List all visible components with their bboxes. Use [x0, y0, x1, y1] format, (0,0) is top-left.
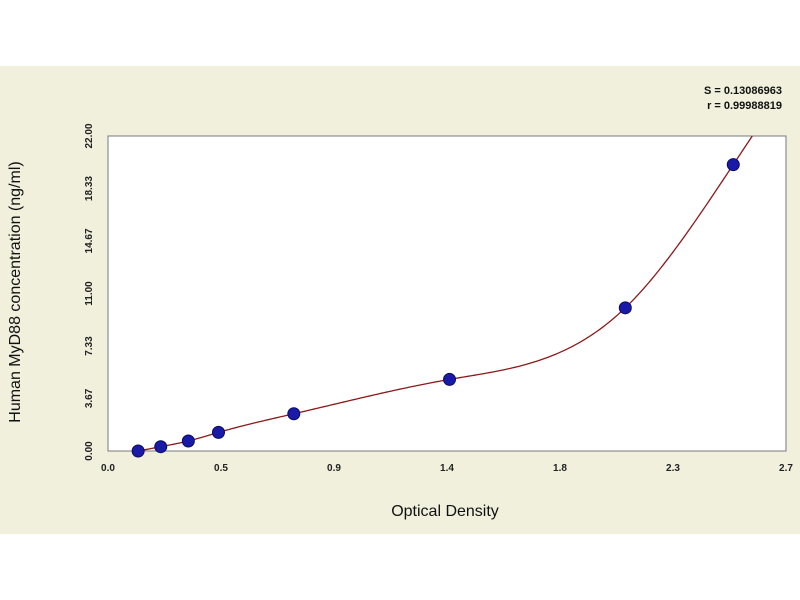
y-axis-title: Human MyD88 concentration (ng/ml): [7, 161, 24, 422]
data-point: [131, 444, 145, 458]
curve-layer: [138, 135, 753, 452]
y-tick-label: 3.67: [84, 388, 95, 408]
x-axis-title: Optical Density: [391, 503, 499, 520]
data-point: [443, 372, 457, 386]
y-tick-label: 11.00: [84, 281, 95, 306]
y-tick-label: 0.00: [84, 441, 95, 461]
y-tick-label: 22.00: [84, 123, 95, 148]
plot-area: [108, 136, 786, 451]
x-tick-label: 2.3: [666, 463, 680, 474]
plot-frame-layer: [107, 135, 787, 452]
x-tick-label: 1.8: [553, 463, 567, 474]
data-point: [618, 301, 632, 315]
y-tick-label: 18.33: [84, 176, 95, 201]
y-tick-labels: 0.00 3.67 7.33 11.00 14.67 18.33 22.00: [84, 123, 95, 461]
data-point: [154, 440, 168, 454]
x-tick-label: 0.5: [214, 463, 228, 474]
data-point: [726, 158, 740, 172]
y-tick-label: 14.67: [84, 228, 95, 253]
stat-r-text: r = 0.99988819: [707, 100, 782, 112]
x-tick-label: 0.9: [327, 463, 341, 474]
x-tick-label: 0.0: [101, 463, 115, 474]
data-point: [211, 425, 225, 439]
data-point: [181, 434, 195, 448]
fitted-curve: [138, 135, 753, 452]
plot-border: [107, 135, 787, 452]
x-tick-label: 1.4: [440, 463, 454, 474]
point-layer: [131, 158, 740, 458]
y-tick-label: 7.33: [84, 336, 95, 356]
stat-s-text: S = 0.13086963: [704, 85, 782, 97]
x-tick-labels: 0.0 0.5 0.9 1.4 1.8 2.3 2.7: [101, 463, 793, 474]
x-tick-label: 2.7: [779, 463, 793, 474]
data-point: [287, 407, 301, 421]
